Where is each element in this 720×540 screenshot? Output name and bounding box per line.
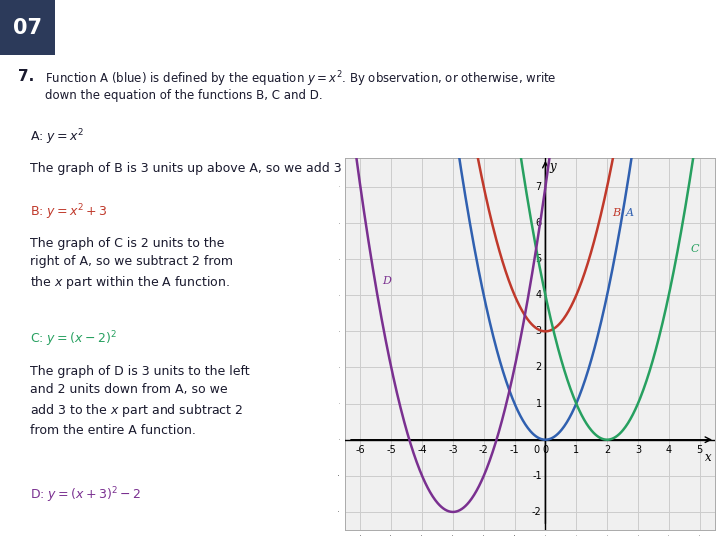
Text: C: $\it{y} = (\it{x} - 2)^2$: C: $\it{y} = (\it{x} - 2)^2$ <box>30 329 117 349</box>
Text: -1: -1 <box>532 471 541 481</box>
Text: x: x <box>706 450 712 463</box>
Text: Practice Questions 7.5: Practice Questions 7.5 <box>68 16 369 39</box>
Text: D: D <box>382 276 391 286</box>
Text: C: C <box>690 244 699 254</box>
Text: 4: 4 <box>536 290 541 300</box>
Text: -3: -3 <box>448 445 458 455</box>
Text: 1: 1 <box>573 445 580 455</box>
Text: down the equation of the functions B, C and D.: down the equation of the functions B, C … <box>45 89 323 102</box>
Text: -5: -5 <box>387 445 396 455</box>
Text: A: A <box>626 208 634 218</box>
Text: 3: 3 <box>635 445 641 455</box>
Text: The graph of B is 3 units up above A, so we add 3 to the A function.: The graph of B is 3 units up above A, so… <box>30 162 454 175</box>
Text: The graph of C is 2 units to the
right of A, so we subtract 2 from
the $\it{x}$ : The graph of C is 2 units to the right o… <box>30 237 233 291</box>
Text: 07: 07 <box>13 17 42 37</box>
Text: 5: 5 <box>536 254 541 264</box>
Text: 1: 1 <box>536 399 541 409</box>
Text: 2: 2 <box>604 445 611 455</box>
Text: B: B <box>612 208 620 218</box>
Text: -6: -6 <box>356 445 365 455</box>
Text: 3: 3 <box>536 326 541 336</box>
Text: B: $\it{y} = \it{x}^2 + 3$: B: $\it{y} = \it{x}^2 + 3$ <box>30 202 108 221</box>
Text: 7: 7 <box>536 182 541 192</box>
Text: -1: -1 <box>510 445 519 455</box>
Text: 7.: 7. <box>18 69 35 84</box>
Text: 4: 4 <box>666 445 672 455</box>
Text: y: y <box>549 160 556 173</box>
Text: 0: 0 <box>534 445 540 455</box>
Text: Function A (blue) is defined by the equation $\it{y} = \it{x}^2$. By observation: Function A (blue) is defined by the equa… <box>45 69 557 89</box>
Text: 0: 0 <box>542 445 549 455</box>
Bar <box>0 0 55 55</box>
Text: -2: -2 <box>479 445 489 455</box>
Text: D: $\it{y} = (\it{x} + 3)^2 - 2$: D: $\it{y} = (\it{x} + 3)^2 - 2$ <box>30 485 141 504</box>
Text: The graph of D is 3 units to the left
and 2 units down from A, so we
add 3 to th: The graph of D is 3 units to the left an… <box>30 365 250 437</box>
Text: 2: 2 <box>536 362 541 373</box>
Text: -2: -2 <box>532 507 541 517</box>
Text: 6: 6 <box>536 218 541 228</box>
Text: 5: 5 <box>696 445 703 455</box>
Text: A: $\it{y} = \it{x}^2$: A: $\it{y} = \it{x}^2$ <box>30 127 84 146</box>
Text: -4: -4 <box>418 445 427 455</box>
